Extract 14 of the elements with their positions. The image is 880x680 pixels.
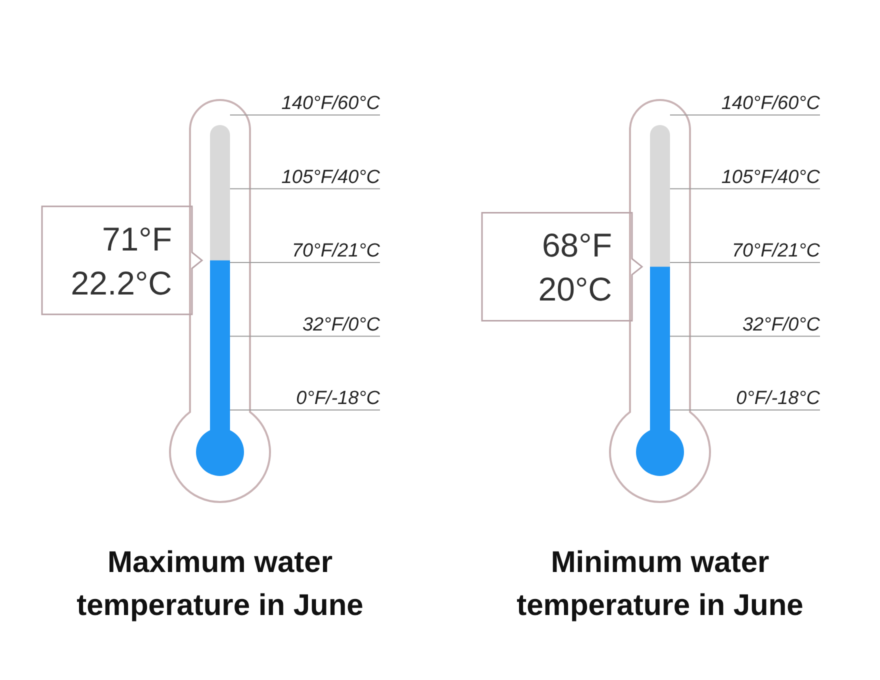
text: 32°F/0°C <box>742 314 820 336</box>
text: Minimum water temperature in June <box>516 546 804 622</box>
text: 105°F/40°C <box>281 166 380 188</box>
text: 0°F/-18°C <box>736 388 820 409</box>
data-label: 68°F 20°C <box>538 226 612 308</box>
text: Maximum water temperature in June <box>76 546 364 622</box>
data-label: 71°F 22.2°C <box>70 220 172 302</box>
text: 140°F/60°C <box>721 93 820 114</box>
text: 140°F/60°C <box>281 93 380 114</box>
text: 70°F/21°C <box>292 240 380 262</box>
text: 70°F/21°C <box>732 240 820 262</box>
text: 0°F/-18°C <box>296 388 380 409</box>
text: 32°F/0°C <box>302 314 380 336</box>
text: 105°F/40°C <box>721 166 820 188</box>
